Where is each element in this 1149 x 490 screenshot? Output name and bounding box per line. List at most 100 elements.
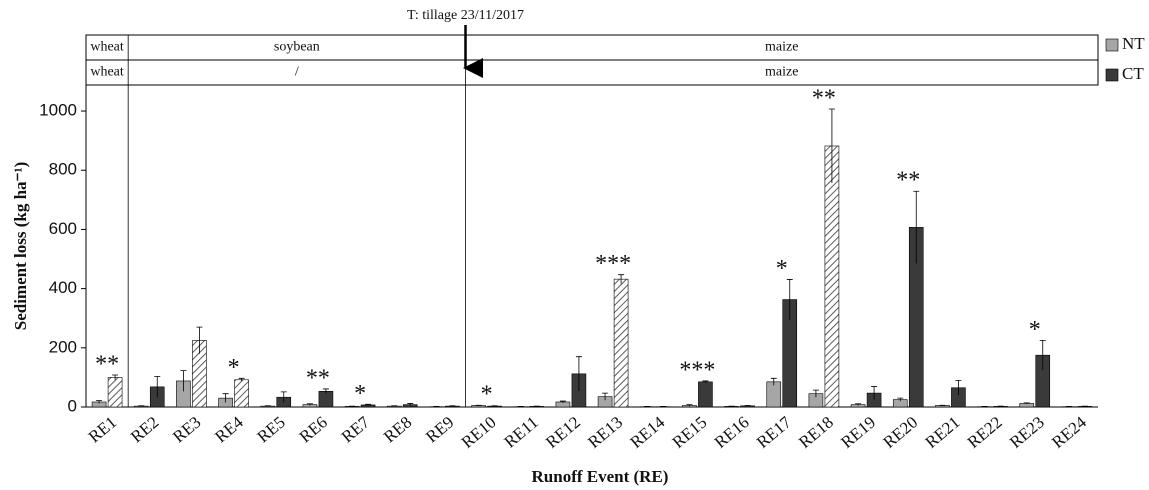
error-bar	[154, 376, 161, 398]
significance-label: **	[95, 352, 119, 378]
error-bar	[196, 326, 203, 354]
x-tick-label: RE3	[169, 413, 204, 447]
bar	[234, 379, 249, 408]
error-bar	[575, 356, 582, 392]
error-bar	[618, 274, 625, 284]
period-label: wheat	[90, 65, 124, 80]
significance-label: ***	[595, 251, 631, 277]
x-tick-label: RE14	[626, 412, 668, 452]
x-tick-label: RE6	[296, 413, 331, 447]
x-tick-label: RE22	[964, 413, 1006, 452]
error-bar	[264, 405, 271, 407]
bar	[107, 377, 123, 408]
error-bar	[365, 403, 372, 406]
period-label: maize	[765, 40, 798, 55]
y-tick-label: 0	[68, 396, 77, 415]
error-bar	[855, 403, 862, 406]
legend-swatch	[1105, 38, 1119, 52]
error-bar	[96, 400, 103, 404]
error-bar	[517, 406, 524, 407]
significance-label: ***	[679, 357, 715, 383]
y-tick-label: 800	[49, 160, 77, 179]
significance-label: *	[228, 355, 240, 381]
x-tick-label: RE4	[211, 412, 247, 446]
significance-label: **	[306, 365, 330, 391]
error-bar	[997, 405, 1004, 407]
x-tick-label: RE16	[711, 413, 753, 452]
error-bar	[222, 393, 229, 403]
error-bar	[913, 190, 920, 264]
error-bar	[812, 389, 819, 398]
error-bar	[786, 279, 793, 320]
x-tick-label: RE19	[837, 413, 879, 452]
error-bar	[1065, 406, 1072, 407]
legend-swatch	[1105, 68, 1119, 82]
error-bar	[238, 377, 245, 382]
significance-label: *	[354, 381, 366, 407]
significance-label: *	[481, 382, 493, 408]
error-bar	[280, 391, 287, 403]
error-bar	[112, 374, 119, 380]
x-tick-label: RE18	[795, 413, 837, 452]
significance-label: **	[896, 168, 920, 194]
error-bar	[702, 380, 709, 383]
error-bar	[981, 406, 988, 407]
error-bar	[180, 370, 187, 392]
error-bar	[1023, 402, 1030, 405]
y-tick-label: 1000	[39, 101, 77, 120]
error-bar	[322, 388, 329, 394]
period-label: soybean	[274, 40, 320, 55]
x-tick-label: RE11	[500, 413, 541, 452]
x-tick-label: RE5	[253, 413, 288, 447]
error-bar	[559, 400, 566, 403]
x-axis-title: Runoff Event (RE)	[532, 467, 669, 486]
legend-label: CT	[1122, 64, 1144, 83]
error-bar	[644, 406, 651, 407]
period-label: /	[295, 65, 299, 80]
bar	[613, 278, 629, 408]
x-tick-label: RE24	[1048, 412, 1090, 452]
y-tick-label: 200	[49, 337, 77, 356]
y-axis-title: Sediment loss (kg ha⁻¹)	[11, 162, 30, 331]
error-bar	[1081, 405, 1088, 407]
error-bar	[491, 405, 498, 407]
error-bar	[728, 405, 735, 407]
error-bar	[955, 379, 962, 396]
x-tick-label: RE2	[127, 413, 162, 447]
error-bar	[349, 405, 356, 407]
x-tick-label: RE20	[879, 413, 921, 452]
error-bar	[1039, 340, 1046, 371]
significance-label: *	[776, 256, 788, 282]
x-tick-label: RE9	[422, 413, 457, 447]
x-tick-label: RE13	[584, 413, 626, 452]
tillage-annotation: T: tillage 23/11/2017	[407, 8, 524, 23]
x-tick-label: RE15	[669, 413, 711, 452]
error-bar	[533, 405, 540, 407]
y-tick-label: 400	[49, 278, 77, 297]
error-bar	[686, 404, 693, 407]
period-label: maize	[765, 65, 798, 80]
error-bar	[475, 404, 482, 406]
error-bar	[939, 404, 946, 406]
error-bar	[770, 377, 777, 386]
x-tick-label: RE10	[458, 413, 500, 452]
bar	[824, 145, 840, 408]
error-bar	[433, 406, 440, 407]
bar	[698, 381, 713, 408]
error-bar	[871, 386, 878, 400]
x-tick-label: RE7	[338, 412, 374, 446]
error-bar	[449, 405, 456, 407]
x-tick-label: RE8	[380, 413, 415, 447]
error-bar	[138, 405, 145, 407]
x-tick-label: RE12	[542, 413, 584, 452]
error-bar	[602, 392, 609, 401]
error-bar	[391, 405, 398, 407]
x-tick-label: RE17	[753, 412, 795, 452]
error-bar	[897, 397, 904, 402]
legend-label: NT	[1122, 34, 1145, 53]
error-bar	[828, 108, 835, 183]
error-bar	[744, 405, 751, 407]
y-tick-label: 600	[49, 219, 77, 238]
error-bar	[660, 406, 667, 407]
